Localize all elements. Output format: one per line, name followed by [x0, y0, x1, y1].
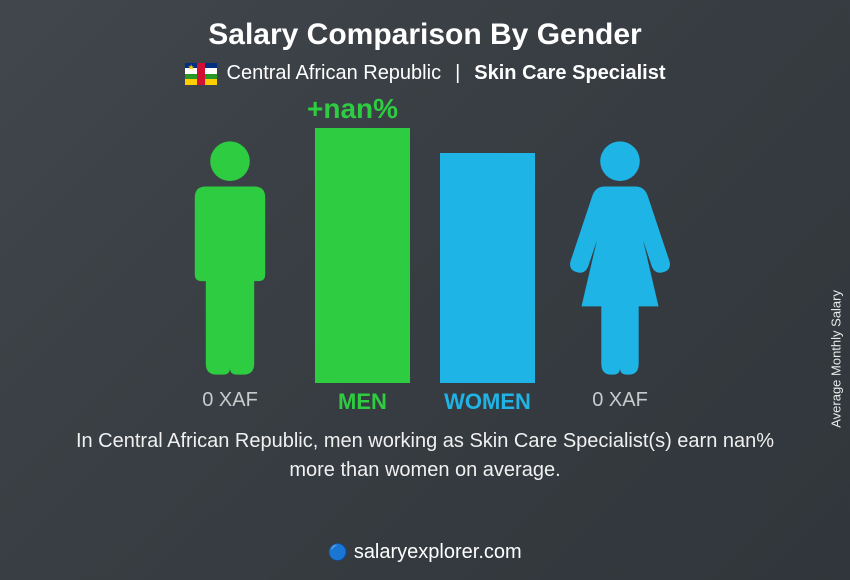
page-title: Salary Comparison By Gender: [0, 18, 850, 52]
footer-site: salaryexplorer.com: [354, 541, 522, 563]
subtitle-row: ★ Central African Republic | Skin Care S…: [0, 62, 850, 85]
chart-area: +nan% 0 XAF MEN WOMEN 0 XAF: [0, 93, 850, 423]
women-bar: [440, 153, 535, 383]
job-title: Skin Care Specialist: [474, 62, 665, 85]
summary-text: In Central African Republic, men working…: [0, 423, 850, 485]
men-value-label: 0 XAF: [175, 389, 285, 415]
men-label: MEN: [315, 389, 410, 415]
male-icon: [175, 133, 285, 383]
female-icon-column: [565, 133, 675, 383]
label-row: 0 XAF MEN WOMEN 0 XAF: [0, 389, 850, 415]
women-label: WOMEN: [440, 389, 535, 415]
percent-diff-label: +nan%: [307, 93, 398, 125]
women-bar-column: [440, 153, 535, 383]
separator: |: [455, 62, 460, 85]
country-label: Central African Republic: [227, 62, 442, 85]
flag-icon: ★: [185, 63, 217, 85]
men-bar: [315, 128, 410, 383]
footer: 🔵 salaryexplorer.com: [0, 541, 850, 564]
globe-icon: 🔵: [328, 545, 348, 562]
male-icon-column: [175, 133, 285, 383]
men-bar-column: [315, 128, 410, 383]
women-value-label: 0 XAF: [565, 389, 675, 415]
female-icon: [565, 133, 675, 383]
y-axis-label: Average Monthly Salary: [829, 290, 844, 428]
infographic-container: Salary Comparison By Gender ★ Central Af…: [0, 0, 850, 580]
